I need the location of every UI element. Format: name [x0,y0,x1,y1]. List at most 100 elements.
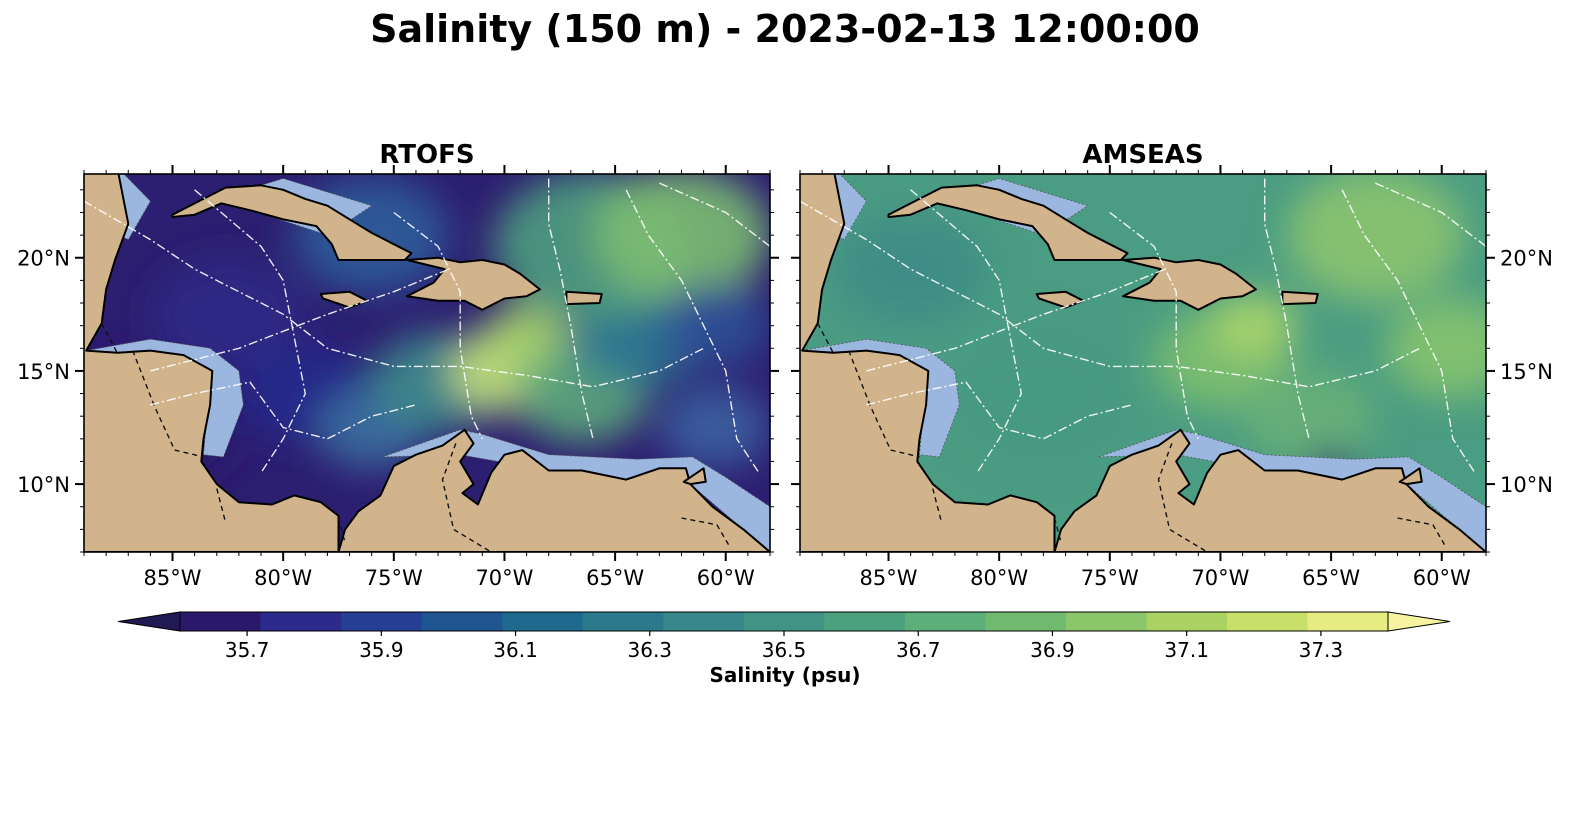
colorbar-tick-label: 35.9 [359,638,404,662]
land-puerto-rico [1281,290,1319,306]
colorbar-segment [1307,612,1389,631]
country-border [1157,443,1208,552]
lat-tick-label: 15°N [17,360,70,384]
eez-boundary [1109,211,1199,440]
country-border [216,488,227,523]
map-frame [83,173,771,553]
lon-tick-label: 80°W [970,566,1028,590]
lon-tick-label: 65°W [1302,566,1360,590]
country-border [174,449,204,458]
land-hispaniola [406,256,541,311]
lon-tick-label: 85°W [144,566,202,590]
colorbar-segment [1146,612,1228,631]
colorbar-tick-label: 37.1 [1164,638,1209,662]
country-border [132,350,176,451]
colorbar-extend-high [1387,611,1451,632]
country-border [817,323,834,354]
salinity-field [833,174,1486,487]
colorbar-segment [421,612,503,631]
country-border [101,323,118,354]
colorbar-label: Salinity (psu) [709,663,860,687]
colorbar-segment [502,612,584,631]
colorbar-segment [180,612,262,631]
eez-boundary [194,189,307,474]
eez-boundary [910,189,1023,474]
colorbar-tick-label: 35.7 [225,638,270,662]
country-border [932,488,943,523]
eez-boundary [659,182,770,247]
colorbar-segment [824,612,906,631]
colorbar-segment [985,612,1067,631]
lon-tick-label: 70°W [1191,566,1249,590]
amseas-map-panel: AMSEAS 85°W 80°W 75°W 70°W 65°W 60°W 20°N 15°N 1… [791,140,1553,590]
salinity-patch [1242,366,1376,466]
eez-boundary [800,200,1420,388]
salinity-patch [954,327,1132,460]
salinity-field [84,174,770,503]
lon-tick-label: 75°W [365,566,423,590]
country-border [848,350,892,451]
colorbar-tick-label: 36.5 [762,638,807,662]
salinity-patch [592,174,770,302]
eez-boundary [625,189,760,474]
land-jamaica [1035,290,1085,309]
eez-boundary [84,200,704,388]
country-border [890,449,920,458]
salinity-patch [1286,174,1464,302]
colorbar-segment [663,612,745,631]
eez-boundary [548,178,594,439]
eez-boundary [866,268,1166,372]
lon-tick-label: 65°W [586,566,644,590]
colorbar-segment [743,612,825,631]
salinity-patch [150,256,306,373]
land-trinidad [1398,467,1423,486]
colorbar-segment [1226,612,1308,631]
land-cuba [171,184,413,261]
land-central-america [800,174,1056,552]
salinity-patch [659,284,770,368]
colorbar-extend-low [117,611,181,632]
lat-tick-label: 20°N [1500,247,1553,271]
amseas-panel-title: AMSEAS [1082,140,1203,170]
lat-tick-label: 15°N [1500,360,1553,384]
rtofs-panel-title: RTOFS [379,140,474,170]
salinity-patch [1209,292,1298,359]
colorbar-segment [904,612,986,631]
eez-boundary [150,268,450,372]
lon-tick-label: 60°W [697,566,755,590]
lat-tick-label: 10°N [17,473,70,497]
salinity-patch [1386,298,1486,399]
colorbar-segment [260,612,342,631]
eez-boundary [1375,182,1486,247]
land-central-america [84,174,340,552]
map-frame [799,173,1487,553]
eez-boundary [1263,178,1310,439]
colorbar-segment [1065,612,1147,631]
salinity-colorbar: 35.7 35.9 36.1 36.3 36.5 36.7 36.9 37.1 37.3 [117,611,1451,662]
country-border [1397,517,1447,548]
colorbar-segment [582,612,664,631]
country-border [1053,517,1062,544]
lon-tick-label: 80°W [254,566,312,590]
land-puerto-rico [565,290,603,306]
land-trinidad [682,467,707,486]
lon-tick-label: 85°W [860,566,918,590]
land-jamaica [319,290,369,309]
country-border [337,517,346,544]
lon-tick-label: 70°W [475,566,533,590]
colorbar-segment [341,612,423,631]
figure-title: Salinity (150 m) - 2023-02-13 12:00:00 [370,7,1200,51]
eez-boundary [393,211,483,440]
rtofs-map-panel: RTOFS 85°W 80°W 75°W 70°W 65°W 60°W 20°N 15°N 10… [17,140,779,590]
lon-tick-label: 60°W [1413,566,1471,590]
eez-boundary [150,381,417,440]
colorbar-tick-label: 36.3 [628,638,673,662]
country-border [681,517,731,548]
eez-boundary [1341,189,1476,474]
lat-tick-label: 10°N [1500,473,1553,497]
colorbar-tick-label: 36.9 [1030,638,1075,662]
eez-boundary [866,381,1133,440]
lon-tick-label: 75°W [1081,566,1139,590]
colorbar-tick-label: 37.3 [1299,638,1344,662]
